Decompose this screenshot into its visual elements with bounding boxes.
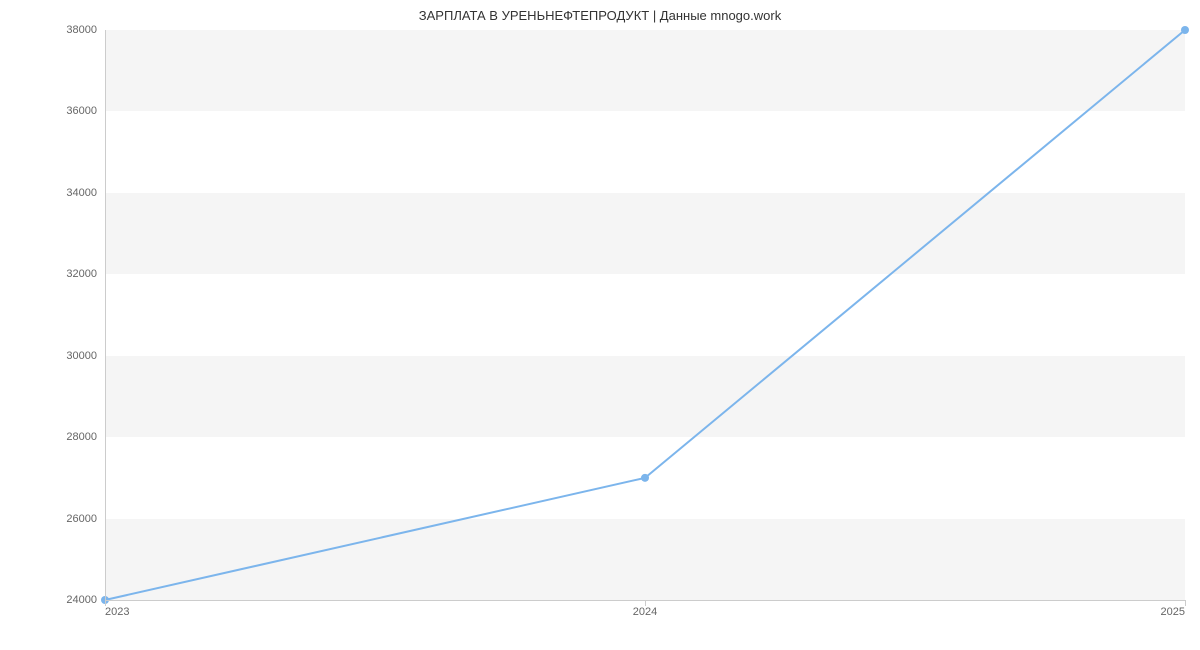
data-point[interactable] — [1181, 26, 1189, 34]
x-tick-mark — [1185, 600, 1186, 606]
salary-line-chart: ЗАРПЛАТА В УРЕНЬНЕФТЕПРОДУКТ | Данные mn… — [0, 0, 1200, 650]
y-tick-label: 24000 — [66, 594, 105, 606]
y-tick-label: 38000 — [66, 24, 105, 36]
y-tick-label: 26000 — [66, 513, 105, 525]
y-tick-label: 34000 — [66, 187, 105, 199]
chart-title: ЗАРПЛАТА В УРЕНЬНЕФТЕПРОДУКТ | Данные mn… — [0, 8, 1200, 23]
x-tick-label: 2024 — [633, 600, 657, 618]
plot-area: 2400026000280003000032000340003600038000… — [105, 30, 1185, 600]
y-tick-label: 32000 — [66, 268, 105, 280]
y-tick-label: 30000 — [66, 350, 105, 362]
x-tick-label: 2023 — [105, 600, 129, 618]
line-layer — [105, 30, 1185, 600]
y-axis-line — [105, 30, 106, 600]
x-tick-label: 2025 — [1161, 600, 1185, 618]
y-tick-label: 28000 — [66, 431, 105, 443]
data-point[interactable] — [641, 474, 649, 482]
y-tick-label: 36000 — [66, 105, 105, 117]
series-line-salary — [105, 30, 1185, 600]
